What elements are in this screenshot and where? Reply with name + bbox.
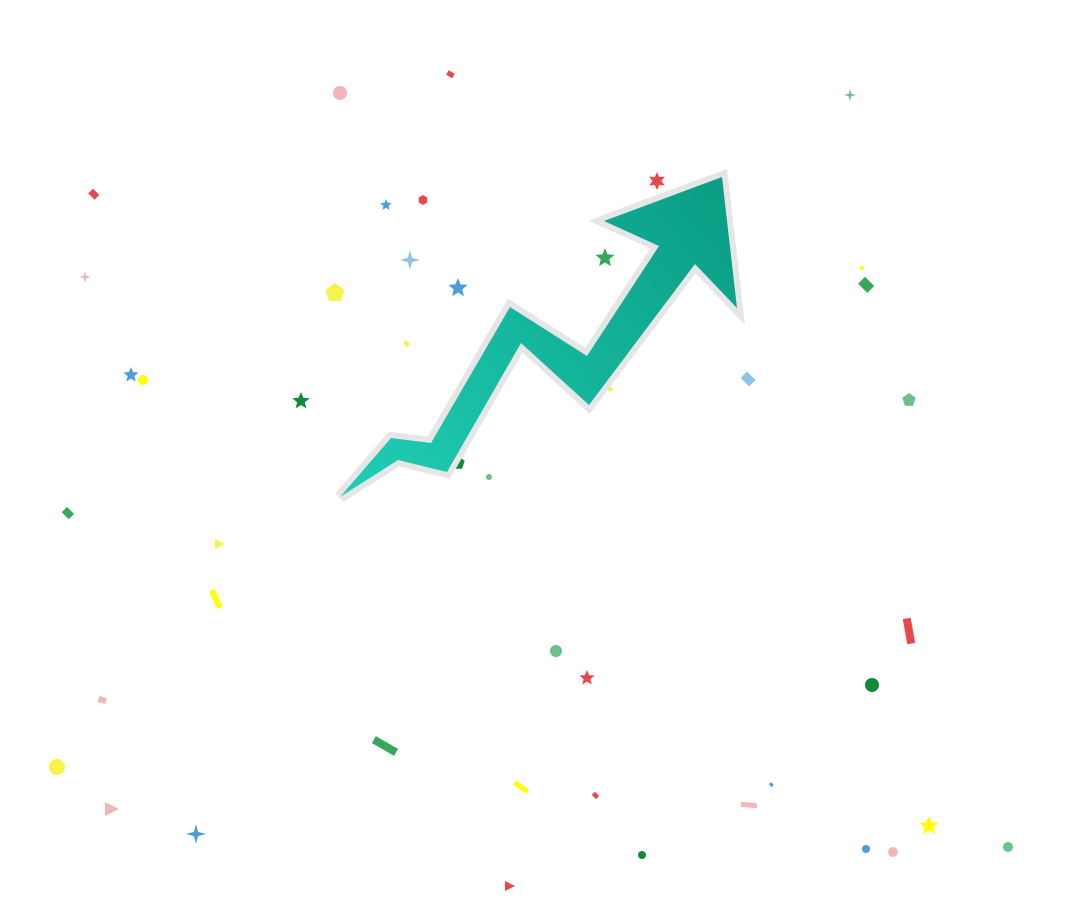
confetti-piece <box>400 250 420 270</box>
confetti-piece <box>902 393 916 406</box>
confetti-piece <box>325 283 345 302</box>
confetti-piece <box>513 780 529 794</box>
confetti-piece <box>371 736 399 756</box>
confetti-piece <box>292 392 310 409</box>
confetti-piece <box>402 339 411 348</box>
confetti-piece <box>505 881 515 891</box>
confetti-piece <box>97 696 107 704</box>
confetti-piece <box>768 782 774 788</box>
confetti-piece <box>902 617 916 645</box>
arrow-body <box>340 177 737 497</box>
confetti-piece <box>79 271 91 283</box>
confetti-piece <box>61 506 75 520</box>
confetti-piece <box>105 802 119 816</box>
confetti-piece <box>138 375 148 385</box>
confetti-piece <box>595 248 615 267</box>
confetti-piece <box>49 759 65 775</box>
confetti-piece <box>858 276 875 293</box>
confetti-piece <box>888 847 898 857</box>
confetti-piece <box>380 199 392 210</box>
confetti-piece <box>591 791 600 800</box>
confetti-piece <box>448 278 468 297</box>
confetti-piece <box>740 371 756 387</box>
confetti-piece <box>186 824 206 844</box>
confetti-piece <box>862 845 870 853</box>
confetti-piece <box>418 195 428 205</box>
confetti-piece <box>215 539 225 549</box>
confetti-piece <box>1003 842 1013 852</box>
confetti-piece <box>88 188 100 200</box>
confetti-piece <box>446 70 455 79</box>
confetti-piece <box>209 589 223 609</box>
confetti-piece <box>919 816 939 835</box>
confetti-piece <box>638 851 646 859</box>
confetti-piece <box>123 367 139 382</box>
confetti-piece <box>844 89 856 101</box>
confetti-piece <box>860 266 864 270</box>
confetti-piece <box>579 670 595 685</box>
confetti-piece <box>740 801 758 809</box>
confetti-piece <box>486 474 492 480</box>
confetti-piece <box>865 678 879 692</box>
confetti-piece <box>550 645 562 657</box>
confetti-piece <box>333 86 347 100</box>
confetti-piece <box>649 172 665 190</box>
